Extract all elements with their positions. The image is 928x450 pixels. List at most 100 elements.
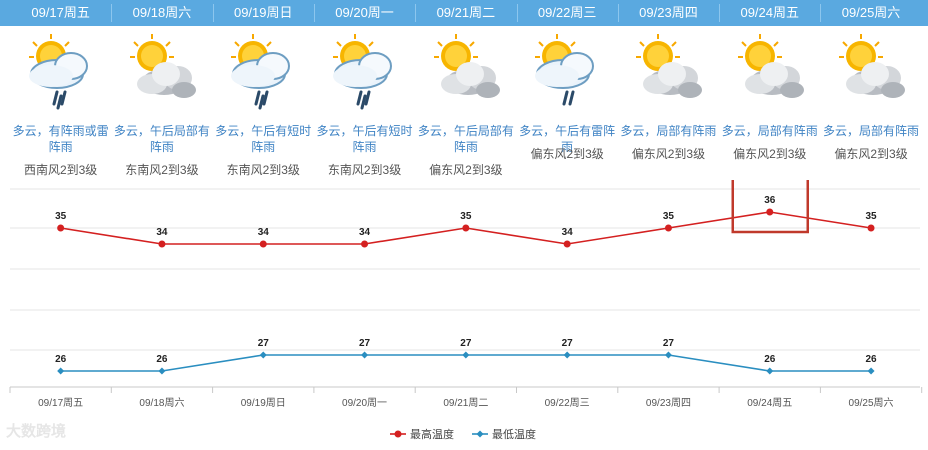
data-label: 26 — [156, 354, 168, 365]
x-tick-label: 09/25周六 — [849, 397, 894, 409]
day-header-label: 09/25周六 — [841, 5, 901, 20]
sun-cloud-icon — [730, 30, 810, 120]
low-temp-point — [462, 351, 470, 359]
data-label: 34 — [562, 227, 574, 238]
rain-heavy-icon — [223, 30, 303, 120]
high-temp-point — [158, 240, 166, 248]
temperature-chart: 09/17周五 09/18周六 09/19周日 09/20周一 09/21周二 09/22… — [9, 180, 923, 441]
sun-cloud-icon — [831, 30, 911, 120]
data-label: 35 — [865, 211, 877, 222]
data-label: 27 — [562, 338, 574, 349]
high-temp-point — [664, 224, 672, 232]
header-separator — [111, 4, 113, 22]
weather-description: 多云，午后有雷阵雨 — [519, 124, 616, 154]
x-tick-label: 09/22周三 — [545, 397, 590, 409]
data-label: 34 — [359, 227, 371, 238]
data-label: 34 — [258, 227, 270, 238]
rain-light-icon — [527, 30, 607, 120]
data-label: 27 — [359, 338, 371, 349]
rain-heavy-icon — [21, 30, 101, 120]
data-label: 34 — [156, 227, 168, 238]
sun-cloud-icon — [122, 30, 202, 120]
header-separator — [516, 4, 518, 22]
low-temp-point — [867, 367, 875, 375]
wind-info: 偏东风2到3级 — [530, 147, 604, 161]
rain-drops — [254, 90, 269, 110]
low-temp-point — [361, 351, 369, 359]
wind-info: 东南风2到3级 — [327, 163, 402, 177]
low-temp-point — [766, 367, 774, 375]
cloud-shape — [231, 52, 291, 89]
wind-info: 偏东风2到3级 — [733, 147, 807, 161]
data-label: 26 — [865, 354, 877, 365]
low-temp-point — [259, 351, 267, 359]
high-temp-point — [867, 224, 875, 232]
low-temp-point — [664, 351, 672, 359]
day-header-label: 09/24周五 — [740, 5, 800, 20]
data-label: 36 — [764, 195, 776, 206]
rain-drops — [52, 90, 67, 110]
date-header-bar — [0, 0, 928, 26]
wind-info: 偏东风2到3级 — [631, 147, 706, 161]
weather-description: 多云，有阵雨或雷阵雨 — [12, 124, 109, 154]
day-header-label: 09/21周二 — [436, 5, 496, 20]
cloud-shape — [332, 52, 392, 89]
wind-info: 东南风2到3级 — [226, 163, 300, 177]
day-header-label: 09/18周六 — [132, 5, 192, 20]
weather-description: 多云，午后有短时阵雨 — [316, 124, 413, 154]
legend-label: 最低温度 — [492, 427, 536, 441]
weather-description: 多云，局部有阵雨 — [721, 124, 818, 138]
rain-drops — [562, 90, 575, 106]
sun-cloud-icon — [628, 30, 708, 120]
data-label: 27 — [258, 338, 270, 349]
high-temp-point — [563, 240, 571, 248]
wind-info: 西南风2到3级 — [23, 163, 98, 177]
high-temp-point — [259, 240, 267, 248]
data-label: 26 — [55, 354, 67, 365]
header-separator — [415, 4, 417, 22]
wind-info: 偏东风2到3级 — [429, 163, 503, 177]
day-header-label: 09/20周一 — [335, 5, 394, 20]
weather-description: 多云，午后有短时阵雨 — [215, 124, 312, 154]
day-header-label: 09/22周三 — [537, 5, 597, 20]
header-separator — [617, 4, 619, 22]
day-header-label: 09/17周五 — [31, 5, 90, 20]
data-label: 35 — [55, 211, 67, 222]
x-tick-label: 09/20周一 — [342, 397, 387, 409]
cloud-shape — [440, 62, 500, 98]
wind-info: 东南风2到3级 — [125, 163, 199, 177]
x-tick-label: 09/21周二 — [443, 397, 488, 409]
high-temp-point — [766, 208, 774, 216]
weather-description: 多云，午后局部有阵雨 — [417, 124, 514, 154]
cloud-shape — [846, 62, 906, 98]
x-tick-label: 09/17周五 — [38, 397, 83, 409]
sun-cloud-icon — [426, 30, 506, 120]
wind-info: 偏东风2到3级 — [834, 147, 908, 161]
low-temp-point — [57, 367, 65, 375]
high-temp-point — [361, 240, 369, 248]
header-separator — [820, 4, 822, 22]
legend-marker — [394, 430, 402, 438]
x-tick-label: 09/24周五 — [747, 397, 792, 409]
cloud-shape — [744, 62, 804, 98]
data-label: 27 — [663, 338, 675, 349]
data-label: 26 — [764, 354, 776, 365]
x-tick-label: 09/18周六 — [139, 397, 184, 409]
header-separator — [719, 4, 721, 22]
day-header-label: 09/23周四 — [639, 5, 698, 20]
legend-marker — [476, 430, 484, 438]
low-temp-point — [158, 367, 166, 375]
sun-shape — [839, 34, 884, 71]
x-tick-label: 09/23周四 — [646, 397, 691, 409]
legend-label: 最高温度 — [410, 427, 454, 441]
rain-heavy-icon — [325, 30, 405, 120]
watermark: 大数跨境 — [6, 422, 67, 440]
data-label: 27 — [460, 338, 472, 349]
highlight-box — [731, 180, 809, 234]
x-tick-label: 09/19周日 — [241, 397, 286, 409]
data-label: 35 — [663, 211, 675, 222]
cloud-shape — [28, 52, 88, 89]
day-header-label: 09/19周日 — [233, 5, 293, 20]
high-temp-point — [57, 224, 65, 232]
cloud-shape — [535, 52, 595, 89]
